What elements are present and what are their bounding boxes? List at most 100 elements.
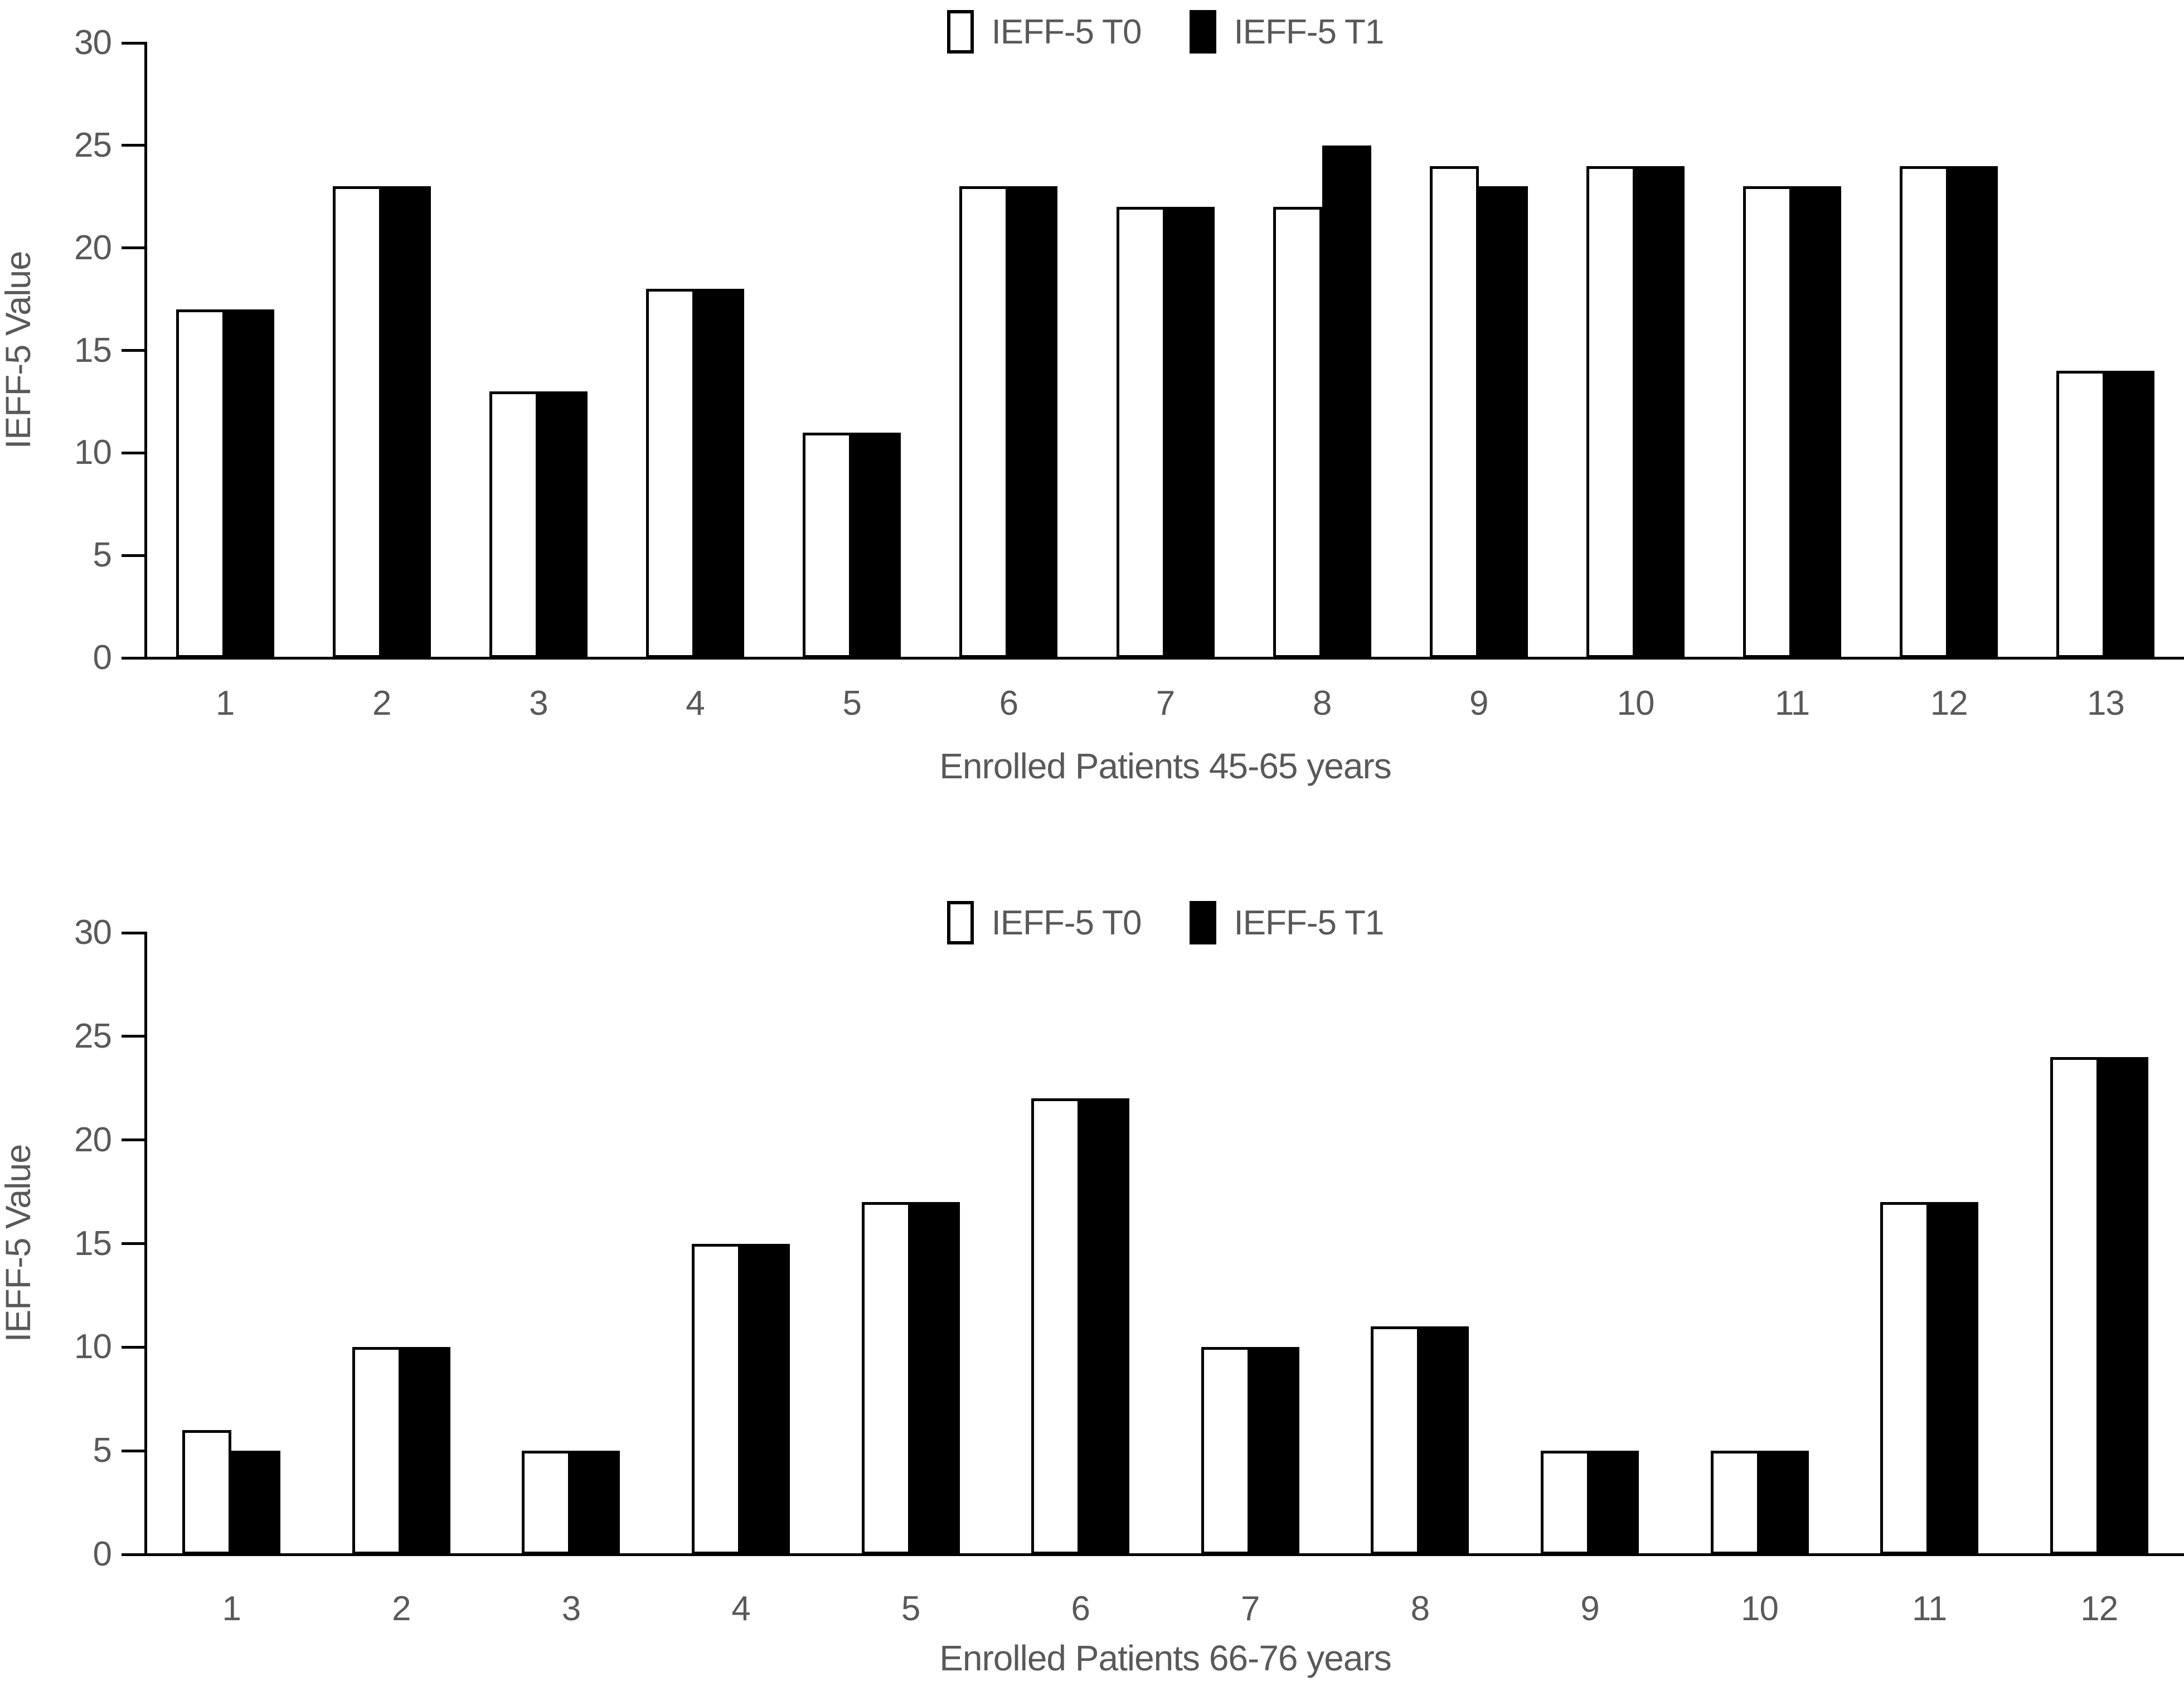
y-axis-line — [144, 41, 147, 660]
y-tick-label: 20 — [74, 228, 112, 267]
x-category-label: 10 — [1617, 684, 1654, 723]
bar-t1-10 — [1759, 1451, 1809, 1554]
y-tick-label: 5 — [93, 1431, 112, 1470]
legend-item-t0: IEFF-5 T0 — [947, 10, 1142, 54]
bar-t0-8 — [1273, 207, 1322, 658]
bar-t1-11 — [1792, 186, 1842, 658]
y-tick-label: 5 — [93, 536, 112, 575]
x-axis-line — [144, 1553, 2184, 1556]
y-tick-label: 20 — [74, 1120, 112, 1159]
bar-t1-2 — [401, 1347, 450, 1554]
x-category-label: 12 — [1930, 684, 1968, 723]
y-tick-mark — [122, 1449, 147, 1452]
y-tick-mark — [122, 1035, 147, 1038]
y-tick-label: 15 — [74, 331, 112, 370]
bar-t1-2 — [381, 186, 431, 658]
bar-t1-12 — [2099, 1057, 2148, 1554]
legend-item-t1: IEFF-5 T1 — [1189, 901, 1385, 944]
bar-t0-3 — [489, 391, 538, 658]
bar-t1-9 — [1478, 186, 1528, 658]
bar-t0-4 — [692, 1243, 741, 1554]
x-category-label: 6 — [999, 684, 1018, 723]
bar-t0-8 — [1371, 1326, 1420, 1554]
x-category-label: 1 — [222, 1590, 241, 1628]
bar-t0-7 — [1201, 1347, 1250, 1554]
bar-t0-5 — [861, 1202, 911, 1554]
y-tick-label: 10 — [74, 1327, 112, 1367]
bar-t1-3 — [538, 391, 588, 658]
legend: IEFF-5 T0 IEFF-5 T1 — [147, 4, 2184, 60]
legend-label-t1: IEFF-5 T1 — [1234, 903, 1385, 942]
y-tick-mark — [122, 656, 147, 660]
x-category-label: 9 — [1580, 1590, 1599, 1628]
x-axis-line — [144, 656, 2184, 660]
x-category-label: 8 — [1410, 1590, 1430, 1628]
bar-t1-7 — [1250, 1347, 1299, 1554]
y-tick-label: 0 — [93, 1535, 112, 1573]
bar-t0-2 — [332, 186, 382, 658]
legend-label-t0: IEFF-5 T0 — [991, 12, 1142, 51]
y-tick-mark — [122, 1138, 147, 1142]
y-tick-label: 10 — [74, 433, 112, 472]
legend: IEFF-5 T0 IEFF-5 T1 — [147, 895, 2184, 951]
y-axis-line — [144, 931, 147, 1556]
bar-t1-4 — [741, 1243, 790, 1554]
y-tick-label: 25 — [74, 1016, 112, 1055]
bar-t0-9 — [1540, 1451, 1590, 1554]
bar-t0-3 — [522, 1451, 571, 1554]
bar-t1-8 — [1322, 145, 1371, 658]
x-category-label: 8 — [1312, 684, 1332, 723]
x-category-label: 4 — [686, 684, 705, 723]
x-category-label: 3 — [529, 684, 548, 723]
x-category-label: 11 — [1911, 1590, 1947, 1628]
x-category-label: 1 — [215, 684, 235, 723]
x-category-label: 5 — [901, 1590, 920, 1628]
bar-t0-9 — [1429, 166, 1479, 658]
x-category-label: 9 — [1469, 684, 1488, 723]
y-tick-mark — [122, 349, 147, 352]
bar-t1-4 — [695, 289, 745, 658]
x-category-label: 7 — [1156, 684, 1175, 723]
legend-item-t0: IEFF-5 T0 — [947, 901, 1142, 944]
bar-t1-5 — [852, 432, 901, 658]
x-category-label: 4 — [731, 1590, 750, 1628]
bar-t0-11 — [1743, 186, 1793, 658]
bar-t1-6 — [1080, 1098, 1130, 1554]
legend-marker-t1 — [1189, 901, 1216, 944]
bar-t1-13 — [2105, 371, 2155, 658]
x-category-label: 10 — [1741, 1590, 1779, 1628]
bar-t1-6 — [1008, 186, 1058, 658]
bar-t1-5 — [910, 1202, 960, 1554]
x-category-label: 2 — [392, 1590, 411, 1628]
x-axis-title: Enrolled Patients 66-76 years — [939, 1638, 1392, 1678]
x-category-label: 7 — [1241, 1590, 1260, 1628]
bar-t1-9 — [1589, 1451, 1639, 1554]
legend-marker-t1 — [1189, 10, 1216, 54]
x-category-label: 6 — [1071, 1590, 1090, 1628]
y-tick-mark — [122, 41, 147, 45]
bar-t0-7 — [1116, 207, 1166, 658]
y-tick-mark — [122, 1553, 147, 1556]
y-tick-label: 15 — [74, 1224, 112, 1263]
x-category-label: 12 — [2080, 1590, 2118, 1628]
y-tick-mark — [122, 1345, 147, 1349]
x-category-label: 2 — [372, 684, 391, 723]
x-category-label: 11 — [1774, 684, 1810, 723]
x-category-label: 3 — [561, 1590, 581, 1628]
y-tick-mark — [122, 931, 147, 934]
x-category-label: 13 — [2086, 684, 2125, 723]
bar-t1-1 — [231, 1451, 281, 1554]
legend-marker-t0 — [947, 901, 974, 944]
y-tick-mark — [122, 1242, 147, 1245]
y-tick-label: 25 — [74, 125, 112, 164]
bar-t0-11 — [1880, 1202, 1930, 1554]
bar-t0-2 — [352, 1347, 401, 1554]
legend-label-t1: IEFF-5 T1 — [1234, 12, 1385, 51]
y-tick-label: 30 — [74, 23, 112, 62]
bar-t0-13 — [2056, 371, 2106, 658]
bar-t0-1 — [176, 309, 225, 658]
y-tick-label: 0 — [93, 638, 112, 677]
bar-t1-7 — [1165, 207, 1215, 658]
